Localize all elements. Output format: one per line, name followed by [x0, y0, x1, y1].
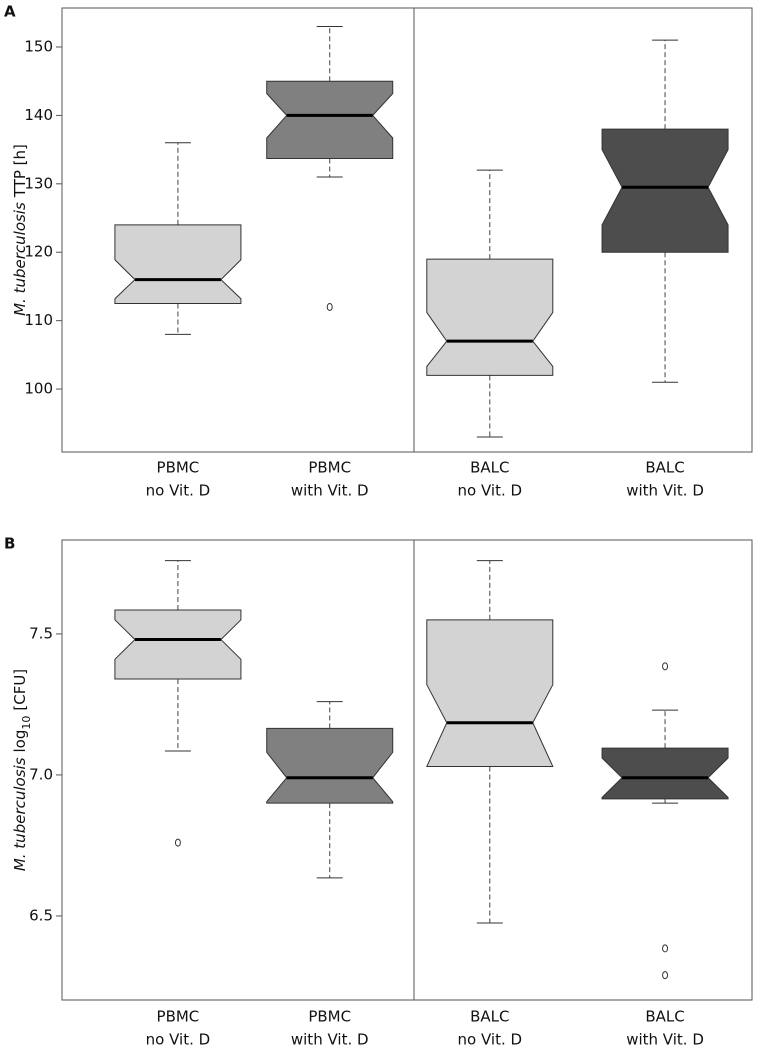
- y-axis-label: M. tuberculosis log10 [CFU]: [11, 669, 33, 871]
- y-tick-label: 7.5: [29, 624, 53, 642]
- y-tick-label: 110: [24, 311, 53, 329]
- x-tick-label: with Vit. D: [291, 1031, 369, 1049]
- y-axis-label-part: 10: [20, 716, 33, 730]
- x-tick-label: no Vit. D: [146, 482, 211, 500]
- x-tick-label: BALC: [645, 1008, 684, 1026]
- box: [266, 727, 394, 804]
- box: [601, 128, 729, 253]
- x-tick-label: PBMC: [157, 459, 200, 477]
- y-axis-label-part: log: [11, 730, 29, 753]
- y-tick-label: 140: [24, 106, 53, 124]
- x-tick-label: with Vit. D: [626, 1031, 704, 1049]
- x-tick-label: with Vit. D: [626, 482, 704, 500]
- y-tick-label: 7.0: [29, 765, 53, 783]
- panel-letter: A: [4, 3, 16, 21]
- box: [266, 80, 394, 160]
- x-tick-label: BALC: [645, 459, 684, 477]
- outlier: [174, 838, 181, 847]
- outlier: [662, 662, 669, 671]
- panel-letter: B: [4, 535, 15, 553]
- box: [426, 258, 554, 376]
- y-tick-label: 120: [24, 243, 53, 261]
- x-tick-label: no Vit. D: [146, 1031, 211, 1049]
- plot-frame: [61, 7, 753, 453]
- y-axis-label-part: M. tuberculosis: [11, 202, 29, 316]
- outlier: [662, 944, 669, 953]
- x-tick-label: BALC: [470, 1008, 509, 1026]
- outlier: [326, 302, 333, 311]
- x-tick-label: no Vit. D: [458, 1031, 523, 1049]
- box: [426, 619, 554, 767]
- x-tick-label: PBMC: [308, 459, 351, 477]
- plot-frame: [61, 539, 753, 1001]
- box: [601, 747, 729, 800]
- x-tick-label: PBMC: [157, 1008, 200, 1026]
- y-axis-label-part: [CFU]: [11, 669, 29, 711]
- y-tick-label: 150: [24, 37, 53, 55]
- y-tick-label: 130: [24, 174, 53, 192]
- x-tick-label: with Vit. D: [291, 482, 369, 500]
- box: [114, 609, 242, 680]
- y-tick-label: 6.5: [29, 906, 53, 924]
- box: [114, 224, 242, 305]
- x-tick-label: BALC: [470, 459, 509, 477]
- x-tick-label: no Vit. D: [458, 482, 523, 500]
- y-axis-label-part: M. tuberculosis: [11, 757, 29, 871]
- y-axis-label-part: TTP [h]: [11, 144, 29, 198]
- x-tick-label: PBMC: [308, 1008, 351, 1026]
- y-axis-label: M. tuberculosis TTP [h]: [11, 144, 29, 316]
- y-tick-label: 100: [24, 380, 53, 398]
- outlier: [662, 971, 669, 980]
